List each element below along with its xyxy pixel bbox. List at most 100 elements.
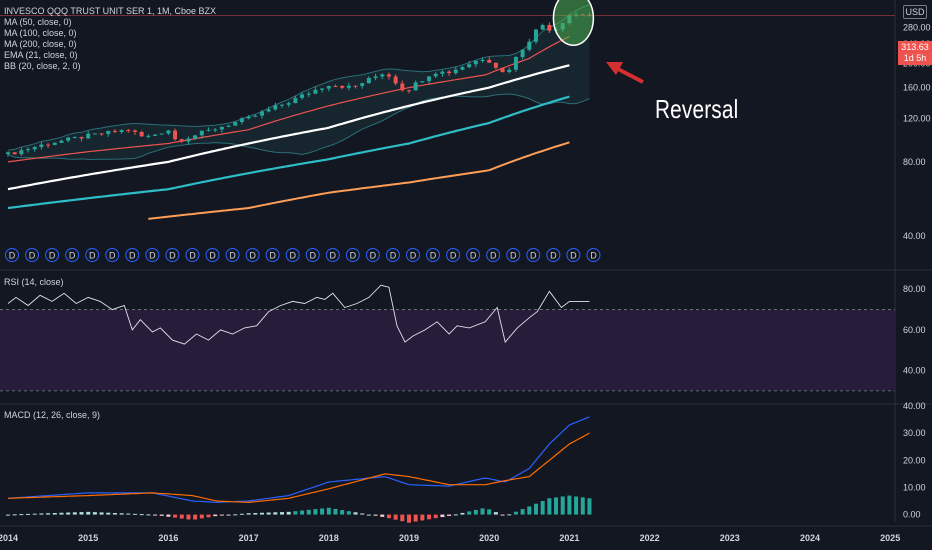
macd-histogram-bar (513, 511, 518, 515)
macd-histogram-bar (186, 514, 191, 520)
macd-histogram-bar (246, 513, 251, 515)
candle-body (39, 144, 44, 148)
macd-histogram-bar (473, 509, 478, 515)
candle-body (66, 137, 71, 141)
dividend-marker-label: D (490, 251, 497, 261)
candle-body (300, 94, 305, 98)
candle-body (219, 126, 224, 130)
macd-histogram-bar (520, 509, 525, 515)
macd-histogram-bar (92, 512, 97, 515)
macd-histogram-bar (213, 514, 218, 517)
macd-histogram-bar (153, 514, 158, 516)
macd-histogram-bar (206, 514, 211, 518)
candle-body (427, 76, 432, 82)
dividend-marker-icon (365, 248, 380, 262)
candle-body (360, 83, 365, 86)
dividend-marker-icon (225, 248, 240, 262)
macd-histogram-bar (313, 509, 318, 515)
candle-body (153, 134, 158, 136)
candle-body (86, 133, 91, 139)
macd-histogram-bar (106, 512, 111, 515)
macd-histogram-bar (533, 503, 538, 515)
macd-histogram-bar (493, 512, 498, 515)
macd-title: MACD (12, 26, close, 9) (4, 410, 101, 420)
candle-body (173, 130, 178, 140)
macd-histogram-bar (480, 508, 485, 515)
macd-histogram-bar (400, 514, 405, 522)
dividend-marker-icon (305, 248, 320, 262)
macd-histogram-bar (540, 501, 545, 515)
macd-histogram-bar (26, 513, 31, 515)
dividend-marker-label: D (550, 251, 557, 261)
dividend-marker-icon (285, 248, 300, 262)
macd-histogram-bar (39, 513, 44, 515)
bollinger-upper (7, 4, 590, 151)
legend-ma200[interactable]: MA (200, close, 0) (4, 39, 77, 49)
macd-tick-label: 20.00 (903, 455, 926, 465)
candle-body (166, 130, 171, 134)
candle-body (226, 125, 231, 127)
candle-body (46, 144, 51, 146)
legend-ema21[interactable]: EMA (21, close, 0) (4, 50, 78, 60)
macd-histogram-bar (333, 508, 338, 515)
candle-body (447, 71, 452, 74)
macd-histogram-bar (560, 496, 565, 515)
macd-histogram-bar (5, 514, 11, 516)
dividend-marker-icon (65, 248, 80, 262)
dividend-marker-label: D (249, 251, 256, 261)
candle-body (246, 116, 251, 119)
macd-histogram-bar (286, 511, 291, 515)
candle-body (313, 89, 318, 94)
dividend-marker-icon (546, 248, 561, 262)
macd-histogram-bar (193, 514, 198, 520)
candle-body (487, 59, 492, 63)
dividend-marker-label: D (450, 251, 457, 261)
candle-body (92, 133, 97, 135)
dividend-marker-icon (165, 248, 180, 262)
legend-bb[interactable]: BB (20, close, 2, 0) (4, 61, 81, 71)
macd-histogram-bar (386, 514, 391, 519)
price-tick-label: 280.00 (903, 23, 931, 33)
legend-ma50[interactable]: MA (50, close, 0) (4, 17, 72, 27)
candle-body (79, 136, 84, 139)
macd-histogram-bar (567, 495, 572, 515)
macd-histogram-bar (19, 514, 24, 516)
dividend-marker-icon (466, 248, 481, 262)
dividend-marker-label: D (410, 251, 417, 261)
candle-body (266, 109, 271, 112)
rsi-legend[interactable]: RSI (14, close) (4, 277, 64, 288)
candle-body (420, 81, 425, 83)
candle-body (433, 73, 438, 77)
reversal-annotation: Reversal (655, 94, 739, 124)
dividend-marker-icon (586, 248, 601, 262)
candle-body (453, 69, 458, 74)
dividend-marker-icon (245, 248, 260, 262)
macd-histogram-bar (427, 514, 432, 520)
dividend-marker-icon (486, 248, 501, 262)
candle-body (179, 139, 184, 142)
macd-histogram-bar (179, 514, 184, 519)
macd-histogram-bar (433, 514, 438, 519)
macd-legend[interactable]: MACD (12, 26, close, 9) (4, 410, 100, 421)
candle-body (386, 74, 391, 77)
candle-body (380, 74, 385, 77)
macd-histogram-bar (166, 514, 171, 517)
dividend-marker-label: D (390, 251, 397, 261)
legend-ma100[interactable]: MA (100, close, 0) (4, 28, 77, 38)
candle-body (467, 64, 472, 68)
dividend-marker-label: D (9, 251, 16, 261)
dividend-marker-icon (85, 248, 100, 262)
candle-body (52, 142, 57, 145)
candle-body (333, 85, 338, 87)
candle-body (286, 103, 291, 105)
macd-histogram-bar (12, 514, 17, 516)
macd-histogram-bar (413, 514, 418, 522)
rsi-tick-label: 40.00 (903, 366, 926, 376)
dividend-marker-label: D (370, 251, 377, 261)
macd-histogram-bar (32, 513, 37, 515)
macd-histogram-bar (99, 512, 104, 515)
bollinger-lower (7, 93, 590, 160)
currency-button[interactable]: USD (903, 5, 927, 19)
